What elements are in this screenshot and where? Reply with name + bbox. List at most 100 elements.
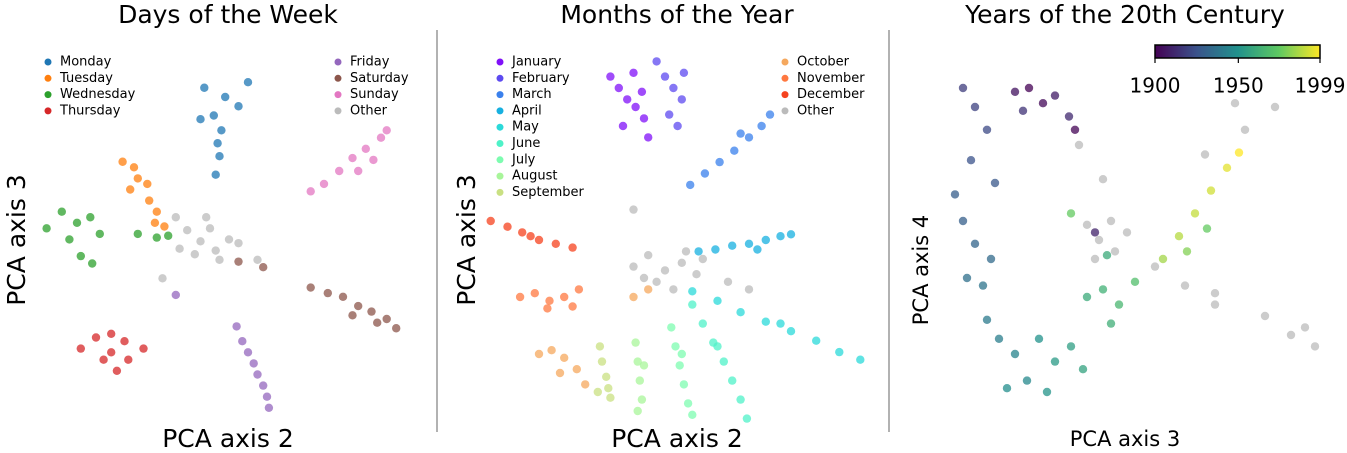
- colorbar-tick-label: 1900: [1130, 74, 1181, 98]
- legend-label: April: [512, 103, 542, 118]
- data-point: [234, 238, 243, 248]
- data-point: [1106, 319, 1116, 328]
- legend-label: Tuesday: [59, 71, 113, 86]
- data-point: [253, 370, 262, 379]
- data-point: [171, 290, 180, 300]
- data-point: [1310, 342, 1320, 351]
- data-point: [243, 78, 253, 87]
- legend-marker: [496, 140, 504, 147]
- data-point: [786, 327, 796, 336]
- legend-label: March: [512, 87, 552, 102]
- data-point: [1050, 357, 1060, 366]
- data-point: [382, 314, 391, 324]
- data-point: [262, 392, 272, 401]
- data-point: [118, 157, 127, 166]
- data-point: [234, 257, 243, 266]
- data-point: [221, 92, 230, 102]
- data-point: [639, 114, 649, 123]
- data-point: [560, 292, 569, 302]
- data-point: [160, 222, 169, 231]
- data-point: [694, 247, 703, 256]
- data-point: [1098, 175, 1108, 184]
- data-point: [560, 353, 569, 362]
- data-point: [515, 292, 525, 302]
- data-point: [629, 68, 638, 78]
- data-point: [776, 232, 785, 241]
- data-point: [637, 395, 647, 404]
- points: [42, 78, 401, 412]
- data-point: [1002, 384, 1012, 393]
- data-point: [551, 239, 560, 248]
- data-point: [306, 187, 315, 196]
- data-point: [736, 395, 745, 404]
- data-point: [673, 121, 682, 131]
- data-point: [1098, 285, 1108, 294]
- data-point: [1240, 125, 1250, 134]
- x-axis-label: PCA axis 3: [1070, 427, 1180, 451]
- data-point: [568, 243, 577, 252]
- data-point: [761, 235, 770, 245]
- data-point: [1106, 216, 1116, 226]
- data-point: [319, 179, 329, 189]
- data-point: [1042, 387, 1052, 397]
- data-point: [644, 285, 653, 294]
- legend-label: Wednesday: [60, 87, 136, 102]
- legend-label: Thursday: [59, 103, 121, 118]
- data-point: [644, 251, 653, 260]
- data-point: [736, 129, 745, 138]
- data-point: [614, 83, 623, 93]
- data-point: [171, 213, 180, 222]
- points: [486, 57, 865, 423]
- data-point: [679, 380, 689, 389]
- data-point: [1270, 102, 1280, 112]
- data-point: [671, 342, 680, 351]
- x-axis-label: PCA axis 2: [611, 424, 743, 453]
- legend-marker: [496, 188, 504, 196]
- legend-label: July: [511, 152, 536, 167]
- data-point: [518, 228, 527, 237]
- data-point: [335, 166, 344, 176]
- legend-label: Monday: [60, 55, 112, 70]
- panel-title: Days of the Week: [118, 0, 338, 29]
- data-point: [152, 207, 161, 216]
- legend-marker: [44, 74, 52, 82]
- data-point: [572, 365, 581, 374]
- data-point: [534, 349, 544, 359]
- data-point: [652, 57, 661, 66]
- data-point: [1182, 247, 1192, 256]
- data-point: [1064, 112, 1074, 121]
- data-point: [681, 247, 691, 256]
- data-point: [761, 317, 770, 326]
- data-point: [354, 301, 363, 311]
- data-point: [1074, 140, 1084, 150]
- legend-label: Saturday: [350, 71, 409, 86]
- data-point: [713, 342, 722, 351]
- legend-marker: [496, 107, 504, 115]
- legend-label: May: [512, 120, 539, 135]
- data-point: [597, 357, 607, 366]
- data-point: [202, 213, 211, 222]
- data-point: [107, 329, 116, 338]
- legend-marker: [334, 107, 342, 115]
- data-point: [1038, 99, 1048, 108]
- data-point: [688, 410, 697, 419]
- data-point: [95, 229, 105, 239]
- data-point: [120, 337, 129, 346]
- data-point: [675, 361, 684, 370]
- data-point: [1200, 150, 1210, 159]
- data-point: [196, 115, 205, 124]
- data-point: [530, 289, 539, 298]
- data-point: [99, 355, 108, 364]
- data-point: [753, 245, 762, 254]
- data-point: [1082, 292, 1092, 302]
- data-point: [209, 111, 218, 120]
- data-point: [629, 205, 638, 214]
- panel-title: Years of the 20th Century: [964, 0, 1285, 29]
- data-point: [765, 110, 775, 119]
- data-point: [1174, 232, 1184, 241]
- data-point: [213, 139, 222, 148]
- legend-label: November: [797, 71, 865, 86]
- data-point: [629, 292, 638, 302]
- data-point: [545, 296, 554, 305]
- legend-label: December: [797, 87, 865, 102]
